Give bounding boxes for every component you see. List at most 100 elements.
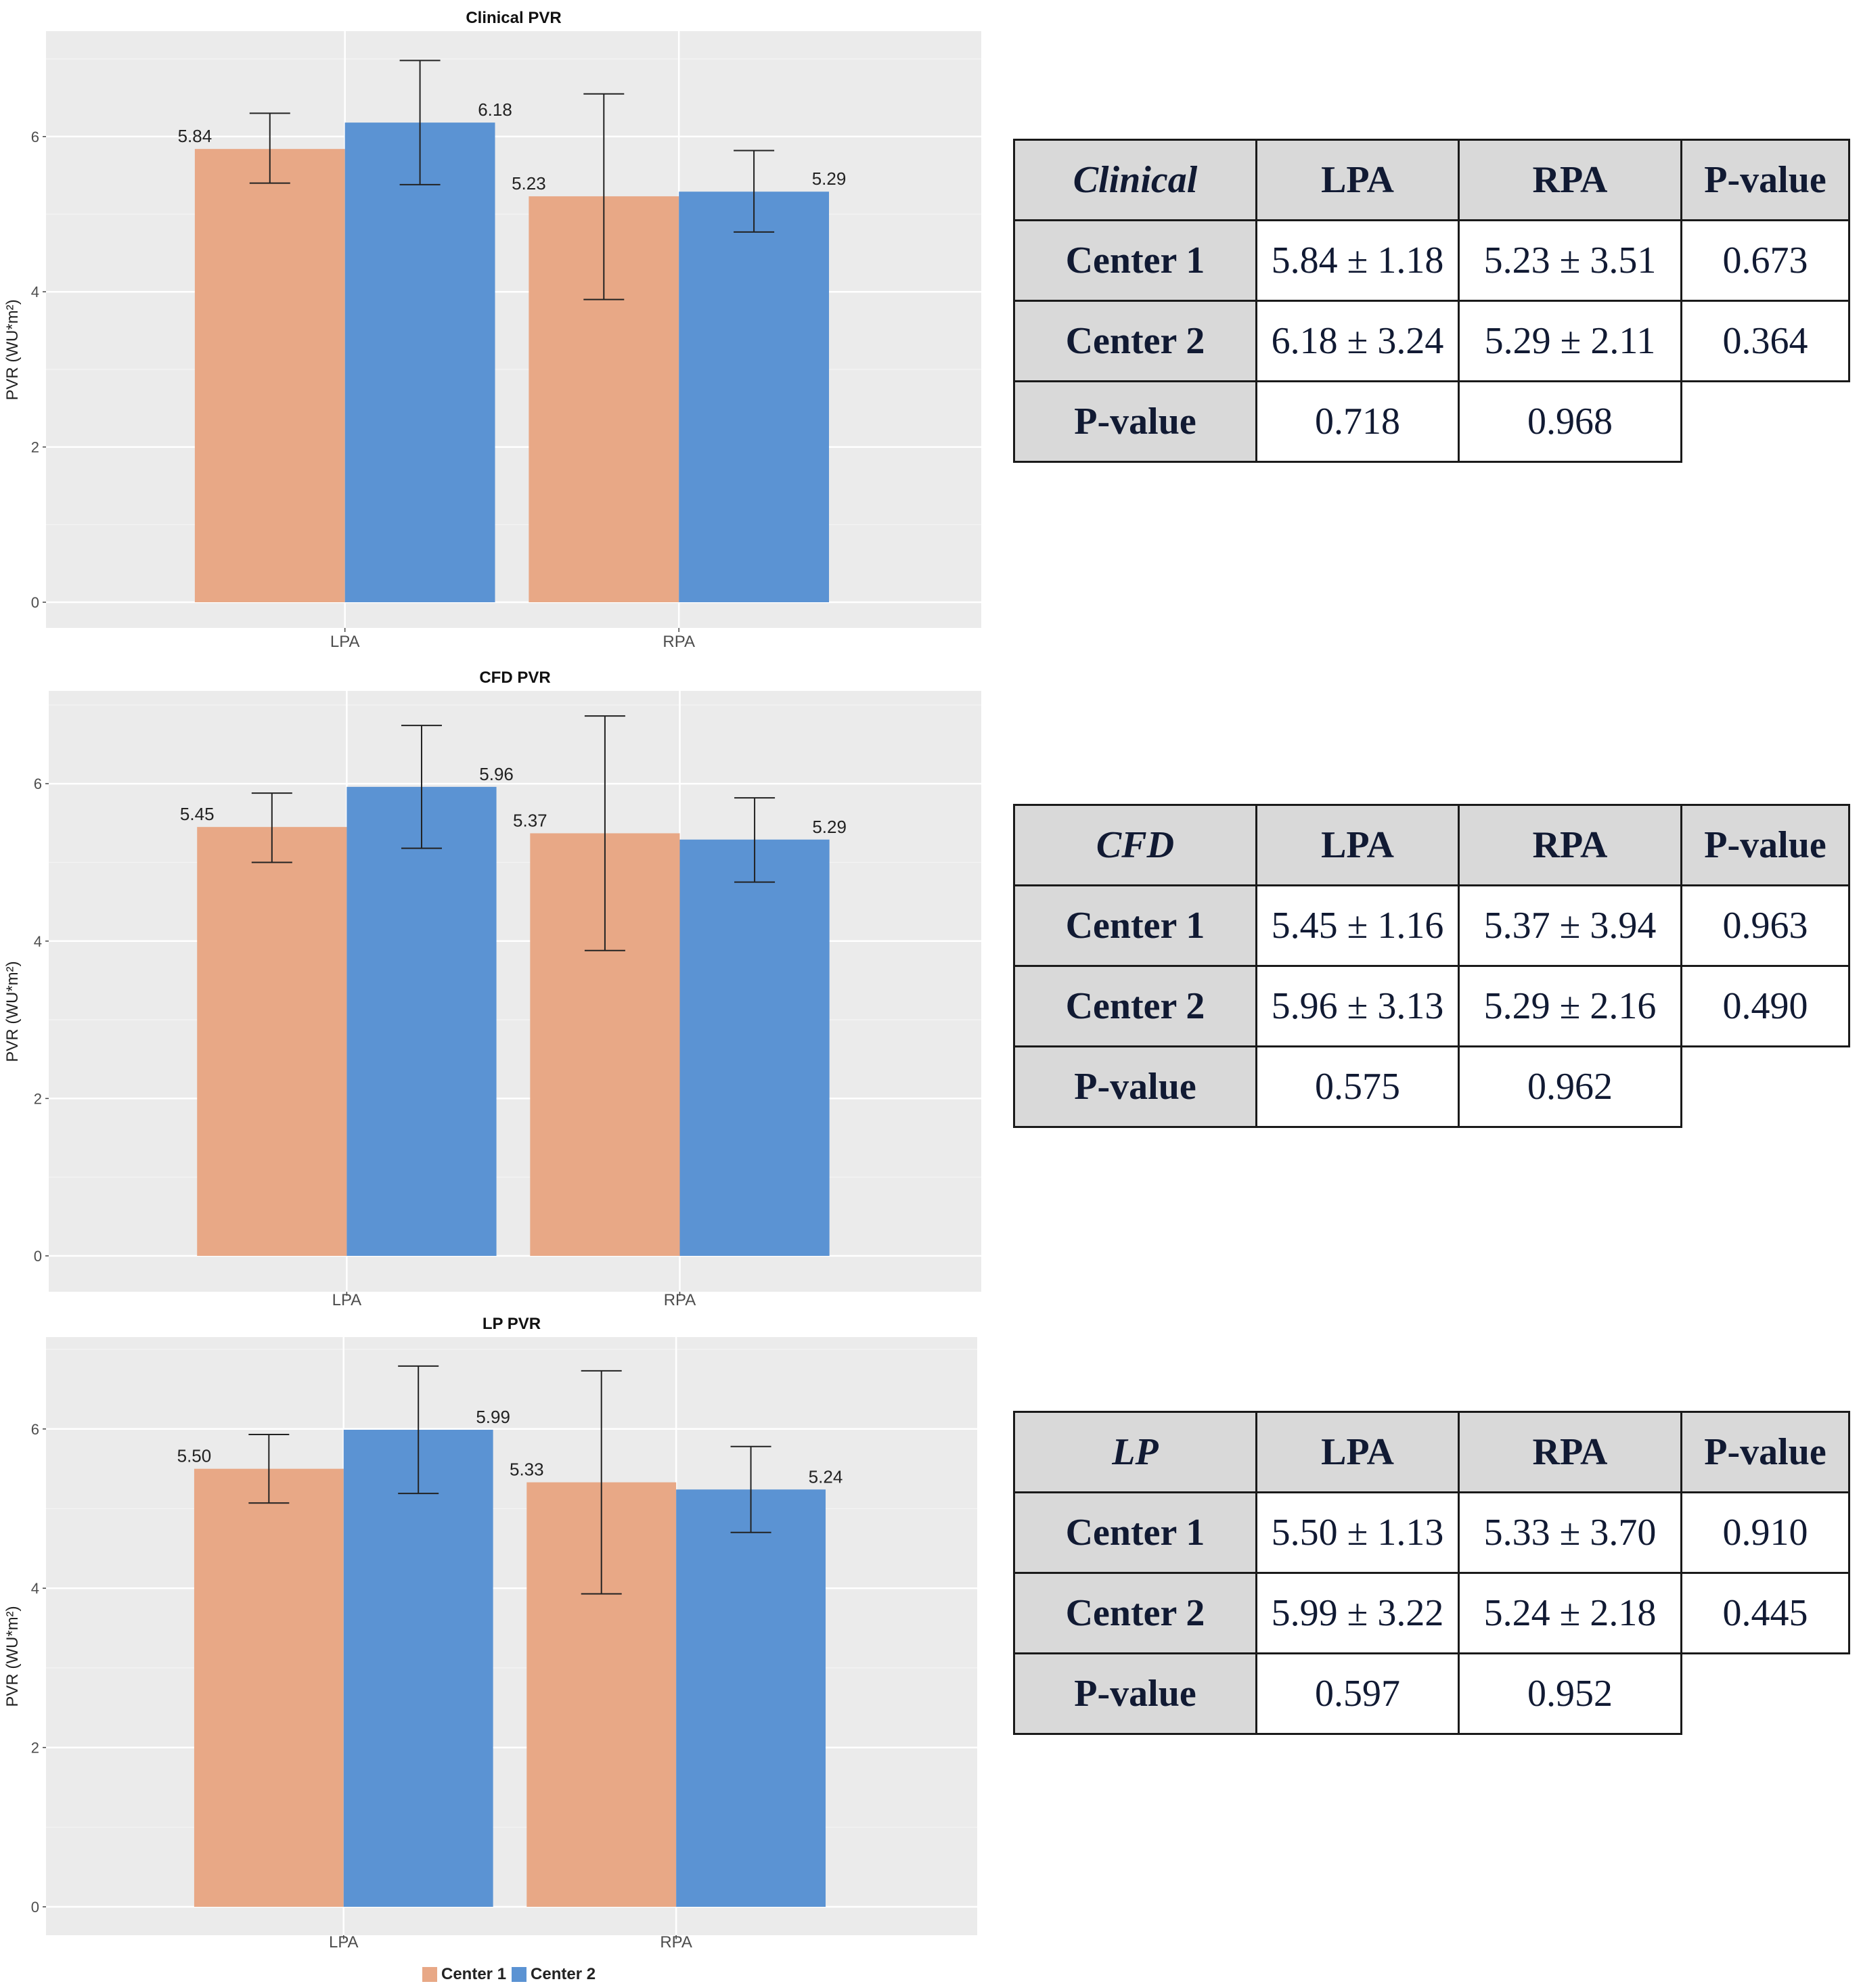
table-cell: 5.99 ± 3.22 (1255, 1572, 1460, 1654)
chart-cfd-pvr: CFD PVR 0 2 4 6 5.45 5.96 5.37 5.29 LPA RPA PVR (WU… (3, 669, 981, 1309)
col-header-lpa: LPA (1255, 804, 1460, 886)
table-cell: 5.24 ± 2.18 (1458, 1572, 1682, 1654)
data-label: 5.37 (513, 810, 547, 830)
table-cell: 5.33 ± 3.70 (1458, 1491, 1682, 1574)
error-bar (251, 792, 292, 863)
table-row: P-value 0.575 0.962 (1013, 1045, 1849, 1128)
y-tick-label: 0 (31, 594, 39, 611)
error-bar (399, 60, 441, 185)
legend-label: Center 2 (531, 1965, 596, 1983)
table-cell: 5.84 ± 1.18 (1255, 219, 1460, 302)
y-tick-label: 0 (31, 1899, 39, 1916)
plot-panel (49, 691, 981, 1292)
table-row: Center 2 6.18 ± 3.24 5.29 ± 2.11 0.364 (1013, 300, 1850, 382)
error-bar (401, 725, 442, 849)
table-cell: 0.952 (1458, 1652, 1682, 1735)
y-axis-label: PVR (WU*m²) (3, 299, 22, 400)
bar-center-2 (679, 839, 830, 1256)
table-row: P-value 0.597 0.952 (1013, 1652, 1849, 1735)
table-clinical: Clinical LPA RPA P-value Center 1 5.84 ±… (1013, 139, 1850, 463)
error-bar (584, 715, 625, 951)
chart-lp-pvr: LP PVR 0 2 4 6 5.50 5.99 5.33 5.24 LPA RPA PVR (WU*… (3, 1315, 977, 1951)
y-axis-label: PVR (WU*m²) (3, 1606, 22, 1707)
table-row: P-value 0.718 0.968 (1013, 380, 1849, 463)
bar-center-2 (344, 122, 495, 603)
table-cell: 0.445 (1680, 1572, 1850, 1654)
bar-center-2 (346, 786, 497, 1256)
legend-swatch-center-1 (422, 1967, 437, 1982)
table-cell: 5.23 ± 3.51 (1458, 219, 1682, 302)
error-bar (730, 1445, 771, 1533)
y-tick-label: 6 (31, 129, 39, 145)
bar-center-2 (676, 1489, 826, 1907)
table-cell: 0.364 (1680, 300, 1850, 382)
row-header: Center 2 (1013, 965, 1257, 1047)
col-header-pvalue: P-value (1680, 139, 1850, 221)
table-corner: Clinical (1013, 139, 1257, 221)
bar-center-1 (194, 149, 345, 603)
col-header-pvalue: P-value (1680, 1411, 1850, 1493)
y-axis-label: PVR (WU*m²) (3, 961, 22, 1062)
row-header: Center 1 (1013, 1491, 1257, 1574)
row-header: P-value (1013, 1652, 1257, 1735)
data-label: 5.23 (512, 173, 546, 194)
col-header-rpa: RPA (1458, 1411, 1682, 1493)
table-row: Center 1 5.45 ± 1.16 5.37 ± 3.94 0.963 (1013, 884, 1850, 967)
table-cell: 5.50 ± 1.13 (1255, 1491, 1460, 1574)
col-header-pvalue: P-value (1680, 804, 1850, 886)
x-tick-label: LPA (330, 633, 360, 651)
x-tick-label: RPA (663, 633, 695, 651)
table-corner: LP (1013, 1411, 1257, 1493)
data-label: 5.96 (479, 764, 514, 784)
data-label: 5.45 (180, 804, 215, 824)
data-label: 5.84 (178, 126, 212, 146)
error-bar (734, 797, 776, 883)
row-header: Center 1 (1013, 884, 1257, 967)
bar-center-1 (194, 1468, 344, 1907)
empty-cell (1682, 382, 1849, 462)
row-header: Center 2 (1013, 300, 1257, 382)
y-tick-label: 6 (34, 775, 42, 792)
y-tick-label: 4 (34, 933, 42, 950)
table-row: Center 1 5.50 ± 1.13 5.33 ± 3.70 0.910 (1013, 1491, 1850, 1574)
table-cell: 0.718 (1255, 380, 1460, 463)
table-cell: 0.963 (1680, 884, 1850, 967)
row-header: Center 2 (1013, 1572, 1257, 1654)
table-cell: 5.96 ± 3.13 (1255, 965, 1460, 1047)
y-tick-label: 6 (31, 1421, 39, 1438)
table-cell: 0.490 (1680, 965, 1850, 1047)
x-tick-label: RPA (664, 1291, 696, 1309)
data-label: 5.24 (809, 1466, 843, 1487)
y-tick-label: 4 (31, 1580, 39, 1597)
y-tick-label: 2 (31, 1740, 39, 1757)
y-tick-label: 0 (34, 1248, 42, 1265)
table-cell: 0.597 (1255, 1652, 1460, 1735)
x-tick-label: LPA (332, 1291, 362, 1309)
table-corner: CFD (1013, 804, 1257, 886)
table-cell: 5.29 ± 2.16 (1458, 965, 1682, 1047)
legend-swatch-center-2 (512, 1967, 527, 1982)
data-label: 5.50 (177, 1446, 212, 1466)
x-tick-label: LPA (329, 1933, 359, 1951)
chart-title: CFD PVR (479, 669, 550, 687)
table-lp: LP LPA RPA P-value Center 1 5.50 ± 1.13 … (1013, 1411, 1850, 1735)
row-header: P-value (1013, 1045, 1257, 1128)
y-tick-label: 2 (34, 1090, 42, 1107)
error-bar (581, 1370, 622, 1595)
error-bar (248, 1434, 290, 1504)
legend-item-center-1: Center 1 (422, 1965, 506, 1984)
row-header: Center 1 (1013, 219, 1257, 302)
table-cell: 0.962 (1458, 1045, 1682, 1128)
data-label: 5.29 (812, 817, 847, 837)
chart-legend: Center 1 Center 2 (422, 1962, 601, 1987)
error-bar (249, 112, 290, 184)
table-row: Center 2 5.96 ± 3.13 5.29 ± 2.16 0.490 (1013, 965, 1850, 1047)
table-cell: 5.45 ± 1.16 (1255, 884, 1460, 967)
x-tick-label: RPA (660, 1933, 692, 1951)
bar-center-2 (343, 1429, 493, 1907)
legend-item-center-2: Center 2 (512, 1965, 596, 1984)
empty-cell (1682, 1047, 1849, 1127)
table-cell: 5.37 ± 3.94 (1458, 884, 1682, 967)
table-row: Center 2 5.99 ± 3.22 5.24 ± 2.18 0.445 (1013, 1572, 1850, 1654)
error-bar (734, 150, 775, 233)
